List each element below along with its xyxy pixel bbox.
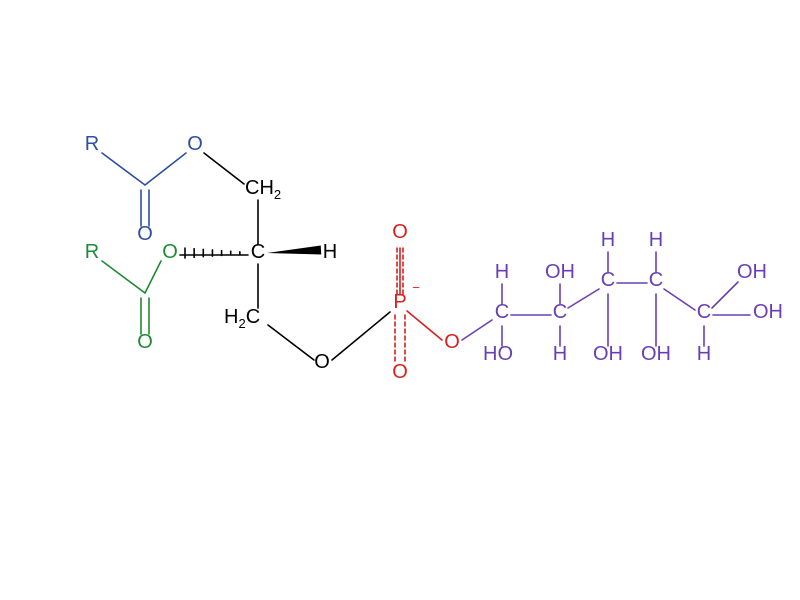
atom-label: O [444,331,460,353]
atom-label: R [85,241,99,263]
atom-label: O [137,331,153,353]
atom-label: OH [641,343,671,365]
atom-label: H [553,343,567,365]
atom-label: OH [753,301,783,323]
atom-label: O [187,133,203,155]
atom-label: CH2 [245,177,281,202]
atom-label: H [323,241,337,263]
atom-label: C [649,269,663,291]
atom-label: H2C [224,306,260,331]
atom-label: R [85,133,99,155]
atom-label: HO [483,343,513,365]
atom-label: H [649,229,663,251]
atom-label: H [697,343,711,365]
atom-label: H [601,229,615,251]
atom-label: OH [545,261,575,283]
molecule-diagram: RROOOOCH2CHH2COPOOOCCCCCHHHHHHOOHOHOHOHO… [0,0,800,600]
atom-label: O [162,241,178,263]
atom-label: C [251,241,265,263]
atom-label: P [393,291,406,313]
atom-label: O [392,361,408,383]
atom-label: H [495,261,509,283]
atom-label: O [314,351,330,373]
atom-label: C [495,301,509,323]
atom-label: O [392,221,408,243]
svg-text:−: − [412,280,420,295]
atom-label: OH [593,343,623,365]
atom-label: OH [737,261,767,283]
atom-label: C [697,301,711,323]
atom-label: C [601,269,615,291]
atom-label: O [137,223,153,245]
atom-label: C [553,301,567,323]
